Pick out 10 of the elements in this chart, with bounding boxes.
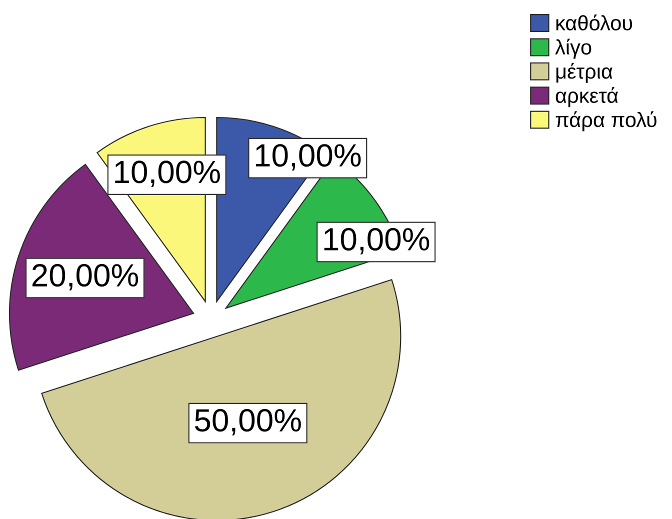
legend-label: πάρα πολύ: [556, 111, 656, 132]
data-label: 10,00%: [115, 160, 220, 188]
data-label: 20,00%: [32, 264, 138, 290]
legend-label: αρκετά: [556, 87, 618, 108]
data-label: 10,00%: [324, 228, 430, 254]
legend-label: καθόλου: [556, 14, 632, 30]
legend-label: λίγο: [555, 38, 592, 59]
legend-label: μέτρια: [556, 62, 612, 83]
data-label: 10,00%: [256, 144, 361, 170]
data-label: 50,00%: [194, 409, 301, 436]
